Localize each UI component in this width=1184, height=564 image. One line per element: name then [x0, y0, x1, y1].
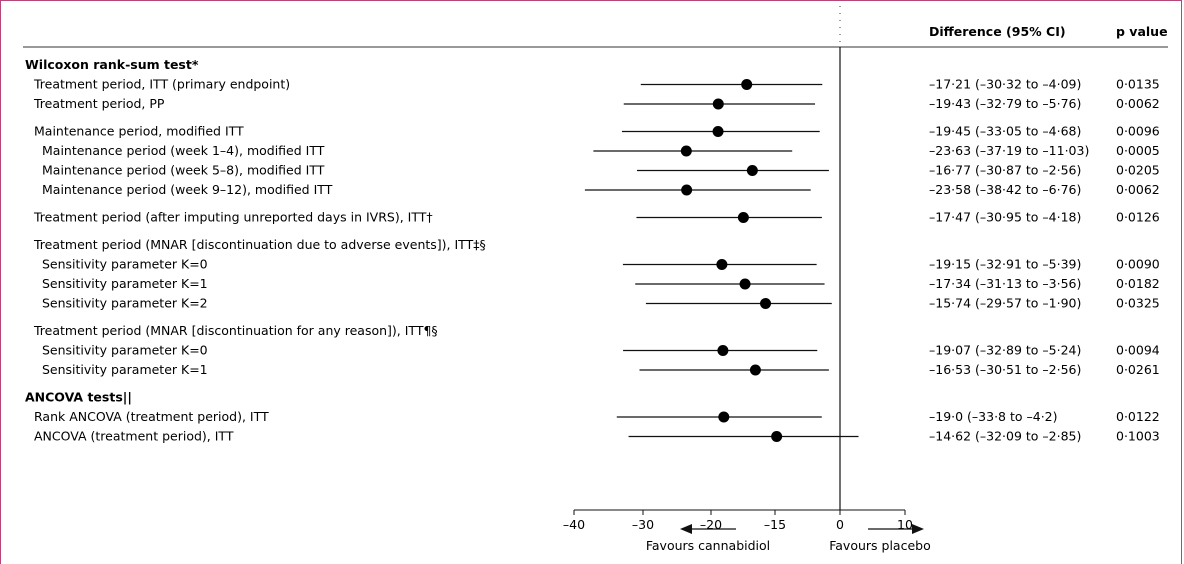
point-estimate: [681, 184, 693, 196]
favours-right-label: Favours placebo: [829, 538, 931, 553]
favours-left-label: Favours cannabidiol: [646, 538, 770, 553]
p-value: 0·0205: [1116, 163, 1160, 178]
row-label: Treatment period, ITT (primary endpoint): [33, 77, 290, 92]
p-value: 0·0090: [1116, 257, 1160, 272]
x-tick-label: –40: [563, 517, 585, 532]
row-label: Sensitivity parameter K=2: [42, 296, 208, 311]
p-value: 0·0096: [1116, 124, 1160, 139]
row-label: Sensitivity parameter K=0: [42, 343, 208, 358]
p-value: 0·0062: [1116, 96, 1160, 111]
ci-value: –17·47 (–30·95 to –4·18): [929, 210, 1081, 225]
p-value: 0·0325: [1116, 296, 1160, 311]
row-label: Rank ANCOVA (treatment period), ITT: [34, 409, 269, 424]
x-tick-label: –20: [700, 517, 722, 532]
section-label: ANCOVA tests||: [25, 390, 132, 405]
point-estimate: [680, 145, 692, 157]
x-tick-label: 0: [836, 517, 844, 532]
point-estimate: [716, 259, 728, 270]
p-value: 0·0062: [1116, 182, 1160, 197]
ci-value: –23·58 (–38·42 to –6·76): [929, 182, 1081, 197]
point-estimate: [739, 278, 751, 290]
ci-value: –19·43 (–32·79 to –5·76): [929, 96, 1081, 111]
point-estimate: [737, 212, 749, 223]
ci-value: –16·53 (–30·51 to –2·56): [929, 362, 1081, 377]
row-label: Maintenance period (week 1–4), modified …: [42, 143, 325, 158]
header-difference: Difference (95% CI): [929, 24, 1066, 39]
point-estimate: [717, 345, 729, 356]
row-label: Sensitivity parameter K=0: [42, 257, 208, 272]
ci-value: –19·45 (–33·05 to –4·68): [929, 124, 1081, 139]
ci-value: –14·62 (–32·09 to –2·85): [929, 429, 1081, 444]
row-label: Maintenance period (week 9–12), modified…: [42, 182, 333, 197]
row-label: Sensitivity parameter K=1: [42, 362, 208, 377]
p-value: 0·0135: [1116, 77, 1160, 92]
arrow-left-head: [680, 524, 692, 534]
p-value: 0·1003: [1116, 429, 1160, 444]
point-estimate: [749, 364, 761, 376]
ci-value: –19·0 (–33·8 to –4·2): [929, 409, 1058, 424]
p-value: 0·0094: [1116, 343, 1160, 358]
header-pvalue: p value: [1116, 24, 1168, 39]
point-estimate: [771, 431, 783, 442]
section-label: Treatment period (MNAR [discontinuation …: [33, 237, 486, 252]
x-tick-label: –30: [632, 517, 654, 532]
p-value: 0·0126: [1116, 210, 1160, 225]
p-value: 0·0005: [1116, 143, 1160, 158]
row-label: Maintenance period (week 5–8), modified …: [42, 163, 325, 178]
x-tick-label: –15: [764, 517, 786, 532]
row-label: Treatment period, PP: [33, 96, 165, 111]
section-label: Treatment period (MNAR [discontinuation …: [33, 323, 438, 338]
row-label: Maintenance period, modified ITT: [34, 124, 244, 139]
ci-value: –23·63 (–37·19 to –11·03): [929, 143, 1089, 158]
ci-value: –17·21 (–30·32 to –4·09): [929, 77, 1081, 92]
point-estimate: [712, 98, 724, 110]
p-value: 0·0261: [1116, 362, 1160, 377]
ci-value: –19·07 (–32·89 to –5·24): [929, 343, 1081, 358]
point-estimate: [760, 298, 772, 309]
point-estimate: [712, 126, 724, 137]
ci-value: –15·74 (–29·57 to –1·90): [929, 296, 1081, 311]
ci-value: –19·15 (–32·91 to –5·39): [929, 257, 1081, 272]
section-label: Wilcoxon rank-sum test*: [25, 57, 199, 72]
p-value: 0·0122: [1116, 409, 1160, 424]
ci-value: –16·77 (–30·87 to –2·56): [929, 163, 1081, 178]
x-tick-label: 10: [897, 517, 913, 532]
row-label: Sensitivity parameter K=1: [42, 276, 208, 291]
point-estimate: [741, 79, 753, 90]
arrow-right-head: [912, 524, 924, 534]
p-value: 0·0182: [1116, 276, 1160, 291]
row-label: ANCOVA (treatment period), ITT: [34, 429, 234, 444]
row-label: Treatment period (after imputing unrepor…: [33, 210, 433, 225]
point-estimate: [746, 165, 758, 176]
point-estimate: [718, 411, 730, 423]
ci-value: –17·34 (–31·13 to –3·56): [929, 276, 1081, 291]
